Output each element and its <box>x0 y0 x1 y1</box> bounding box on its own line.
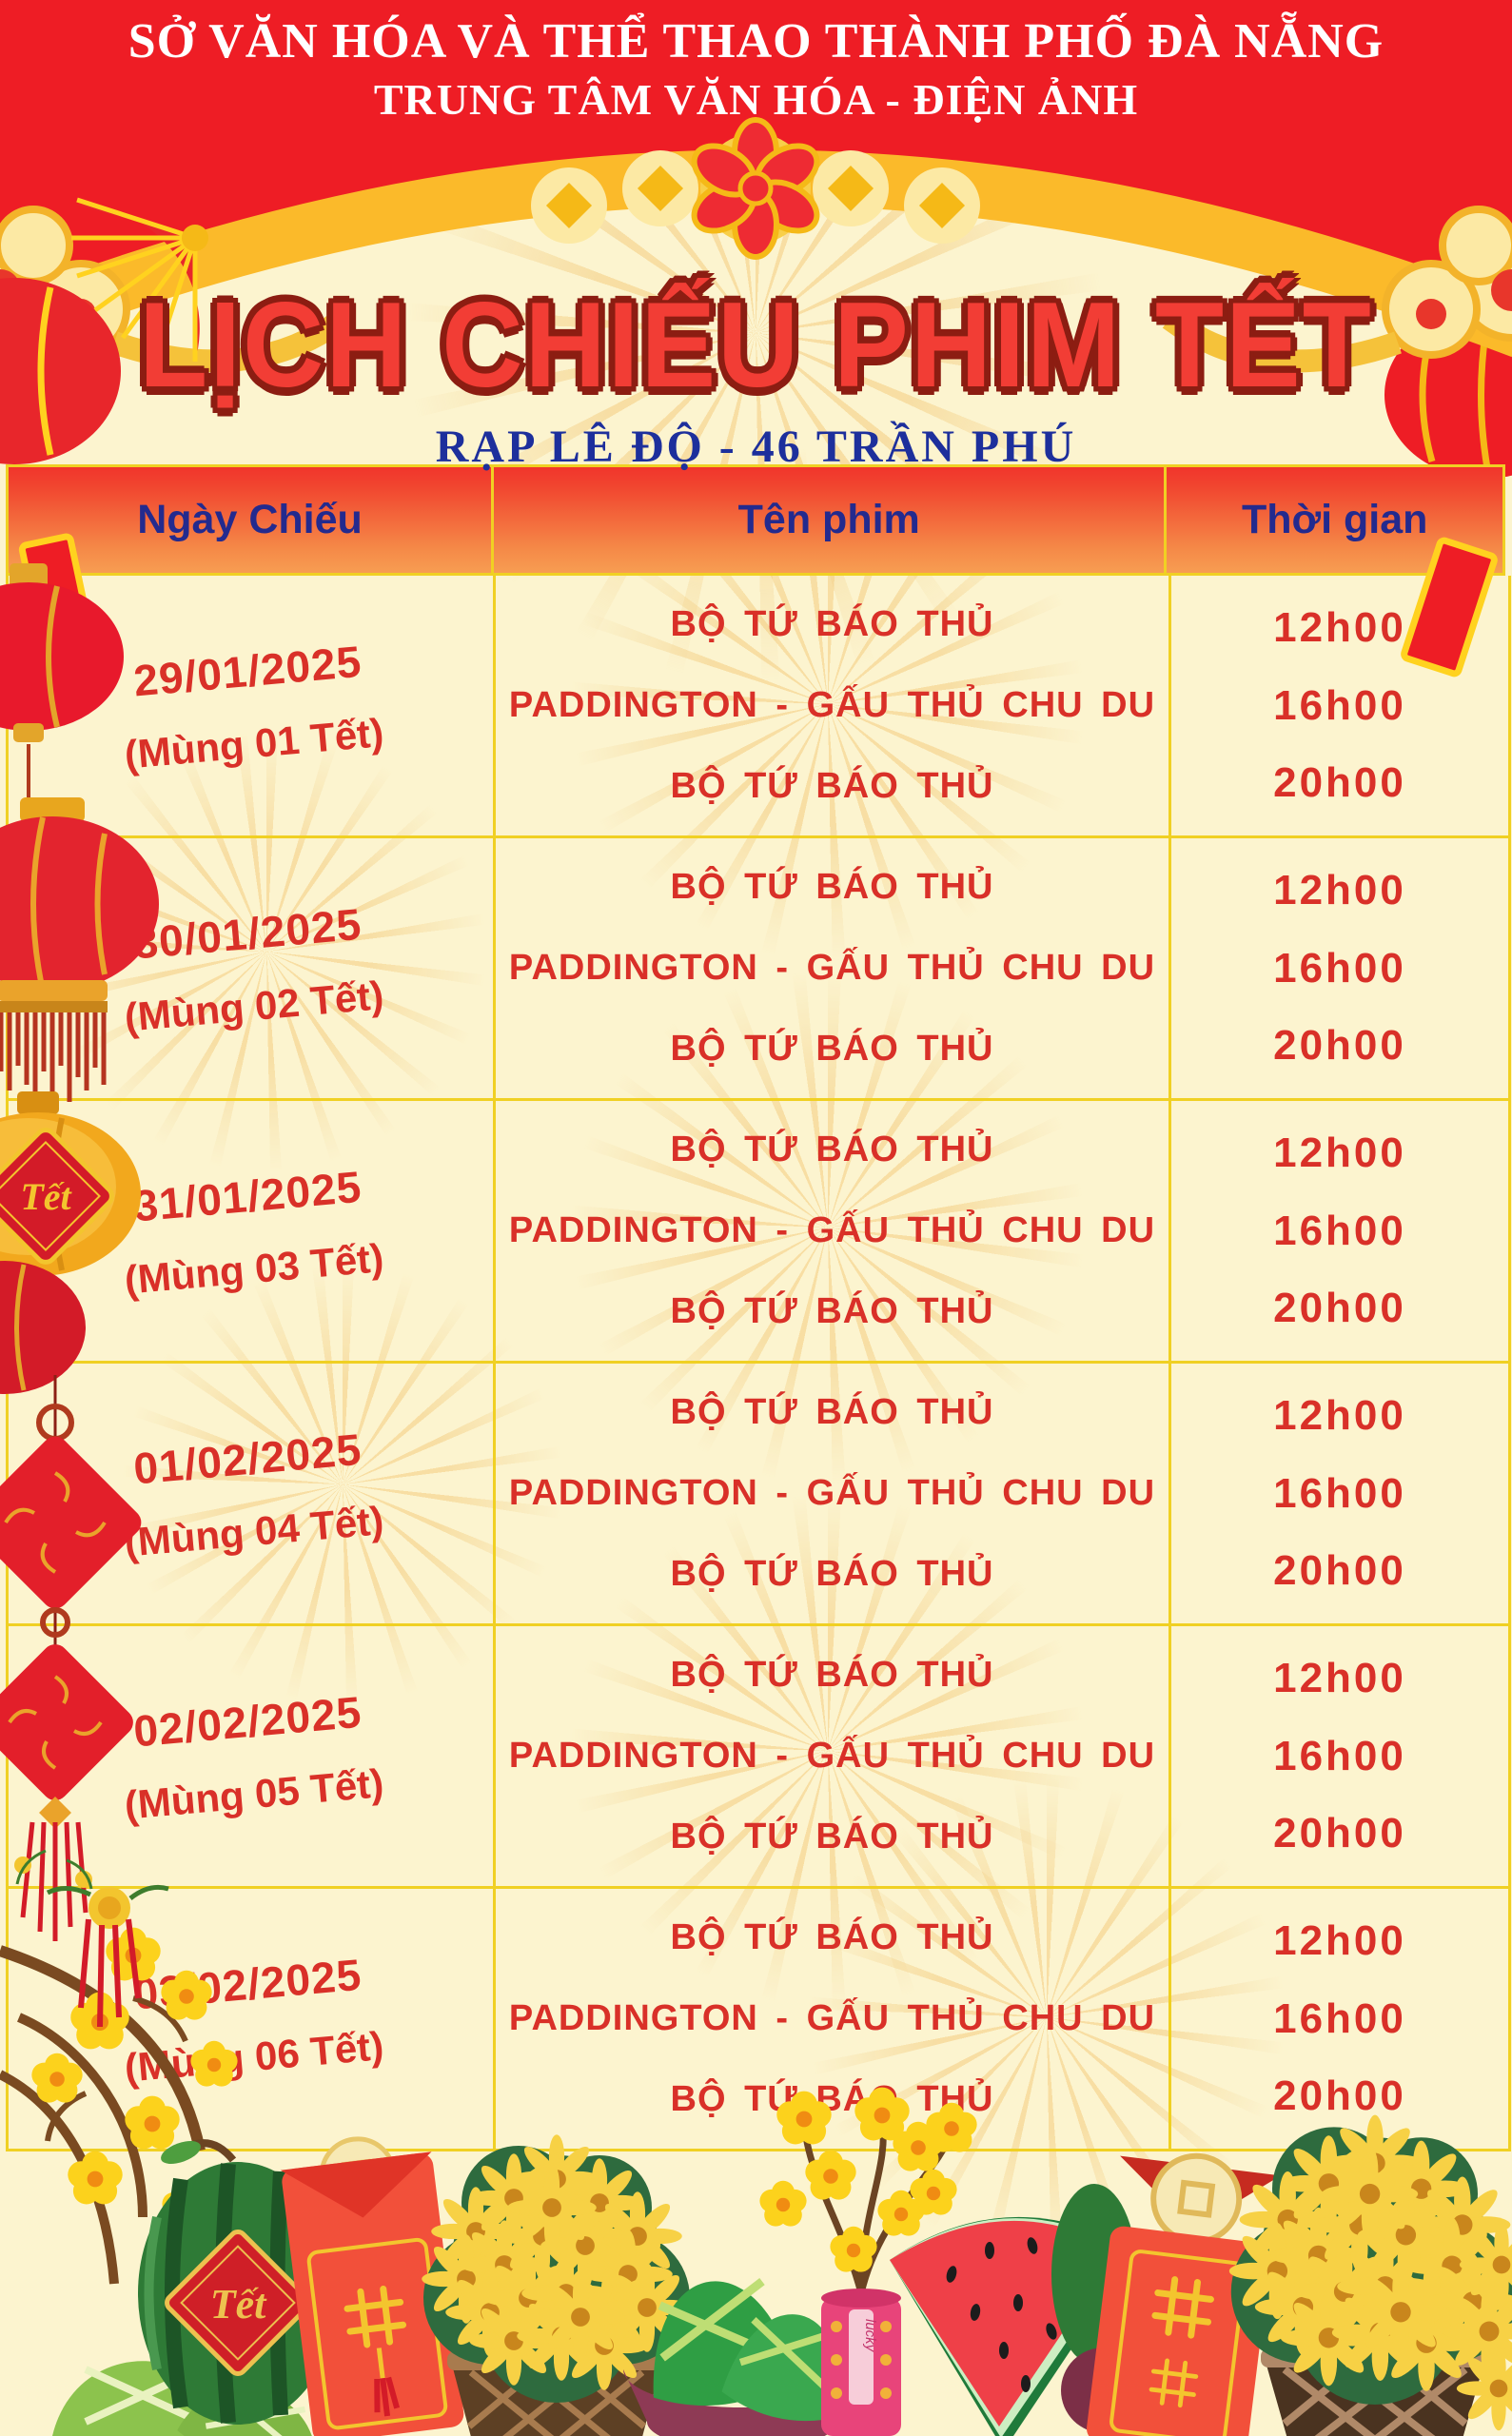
lunar-date: (Mùng 01 Tết) <box>122 709 385 777</box>
film-title: BỘ TỨ BÁO THỦ <box>670 1817 994 1856</box>
chrysanthemum-pot-icon <box>422 2134 692 2436</box>
film-title: BỘ TỨ BÁO THỦ <box>670 1291 994 1331</box>
lunar-date: (Mùng 03 Tết) <box>122 1234 385 1303</box>
showtime: 16h00 <box>1273 1469 1406 1517</box>
showtime: 16h00 <box>1273 1207 1406 1254</box>
table-row: 01/02/2025 (Mùng 04 Tết) BỘ TỨ BÁO THỦ P… <box>9 1364 1508 1626</box>
show-date: 29/01/2025 <box>131 636 364 706</box>
tet-tag-text: Tết <box>210 2281 267 2328</box>
show-date: 30/01/2025 <box>131 898 364 969</box>
column-header-time: Thời gian <box>1241 497 1428 542</box>
bottom-decoration-band: Tết <box>52 2087 1512 2436</box>
table-row: 02/02/2025 (Mùng 05 Tết) BỘ TỨ BÁO THỦ P… <box>9 1626 1508 1889</box>
film-title: BỘ TỨ BÁO THỦ <box>670 1554 994 1594</box>
show-date: 31/01/2025 <box>131 1161 364 1231</box>
film-title: PADDINGTON - GẤU THỦ CHU DU <box>508 685 1156 725</box>
film-title: BỘ TỨ BÁO THỦ <box>670 604 994 644</box>
show-date: 01/02/2025 <box>131 1424 364 1494</box>
table-row: 30/01/2025 (Mùng 02 Tết) BỘ TỨ BÁO THỦ P… <box>9 838 1508 1101</box>
column-header-date: Ngày Chiếu <box>9 467 495 573</box>
lucky-knot-icon <box>1149 2358 1199 2408</box>
lunar-date: (Mùng 02 Tết) <box>122 972 385 1040</box>
film-title: PADDINGTON - GẤU THỦ CHU DU <box>508 1473 1156 1513</box>
showtime: 16h00 <box>1273 944 1406 992</box>
table-row: 29/01/2025 (Mùng 01 Tết) BỘ TỨ BÁO THỦ P… <box>9 576 1508 838</box>
org-name-line2: TRUNG TÂM VĂN HÓA - ĐIỆN ẢNH <box>373 75 1139 124</box>
table-row: 03/02/2025 (Mùng 06 Tết) BỘ TỨ BÁO THỦ P… <box>9 1889 1508 2151</box>
showtime: 20h00 <box>1273 2073 1406 2119</box>
film-title: BỘ TỨ BÁO THỦ <box>670 867 994 907</box>
film-title: PADDINGTON - GẤU THỦ CHU DU <box>508 1210 1156 1250</box>
lucky-knot-icon <box>344 2285 407 2348</box>
sunburst-decoration <box>561 961 1094 1494</box>
lunar-date: (Mùng 06 Tết) <box>122 2022 385 2091</box>
showtime: 12h00 <box>1273 1655 1406 1701</box>
show-date: 03/02/2025 <box>131 1949 364 2019</box>
lucky-knot-icon <box>1151 2276 1214 2339</box>
showtime: 20h00 <box>1273 759 1406 806</box>
showtime: 16h00 <box>1273 1732 1406 1779</box>
vase-label-text: lucky <box>862 2319 878 2353</box>
film-title: BỘ TỨ BÁO THỦ <box>670 2079 994 2119</box>
show-date: 02/02/2025 <box>131 1686 364 1757</box>
film-title: BỘ TỨ BÁO THỦ <box>670 1130 994 1169</box>
venue-address: RẠP LÊ ĐỘ - 46 TRẦN PHÚ <box>435 422 1077 472</box>
schedule-table: 29/01/2025 (Mùng 01 Tết) BỘ TỨ BÁO THỦ P… <box>6 576 1511 2151</box>
watermelon-icon: Tết <box>138 2139 338 2425</box>
film-title: PADDINGTON - GẤU THỦ CHU DU <box>508 1998 1156 2038</box>
showtime: 12h00 <box>1273 1130 1406 1176</box>
bowl-icon <box>1061 2348 1147 2433</box>
showtime: 12h00 <box>1273 604 1406 651</box>
table-row: 31/01/2025 (Mùng 03 Tết) BỘ TỨ BÁO THỦ P… <box>9 1101 1508 1364</box>
lunar-date: (Mùng 04 Tết) <box>122 1497 385 1565</box>
film-title: BỘ TỨ BÁO THỦ <box>670 1655 994 1695</box>
red-envelope-icon <box>280 2136 464 2436</box>
showtime: 20h00 <box>1273 1022 1406 1069</box>
showtime: 12h00 <box>1273 1392 1406 1439</box>
film-title: PADDINGTON - GẤU THỦ CHU DU <box>508 948 1156 988</box>
table-header: Ngày Chiếu Tên phim Thời gian <box>6 464 1505 576</box>
showtime: 16h00 <box>1273 681 1406 729</box>
banh-chung-icon <box>52 2361 318 2436</box>
lunar-date: (Mùng 05 Tết) <box>122 1759 385 1828</box>
film-title: BỘ TỨ BÁO THỦ <box>670 1917 994 1957</box>
film-title: BỘ TỨ BÁO THỦ <box>670 1029 994 1069</box>
banh-chung-icon <box>623 2278 861 2436</box>
chrysanthemum-pot-icon <box>1229 2115 1512 2436</box>
showtime: 12h00 <box>1273 867 1406 914</box>
film-title: PADDINGTON - GẤU THỦ CHU DU <box>508 1736 1156 1776</box>
poster-title: LỊCH CHIẾU PHIM TẾT <box>139 277 1373 414</box>
showtime: 12h00 <box>1273 1917 1406 1964</box>
column-header-film: Tên phim <box>494 467 1168 573</box>
showtime: 20h00 <box>1273 1547 1406 1594</box>
org-name-line1: SỞ VĂN HÓA VÀ THỂ THAO THÀNH PHỐ ĐÀ NẴNG <box>128 14 1384 69</box>
showtime: 16h00 <box>1273 1994 1406 2042</box>
film-title: BỘ TỨ BÁO THỦ <box>670 766 994 806</box>
film-title: BỘ TỨ BÁO THỦ <box>670 1392 994 1432</box>
showtime: 20h00 <box>1273 1285 1406 1331</box>
showtime: 20h00 <box>1273 1810 1406 1856</box>
